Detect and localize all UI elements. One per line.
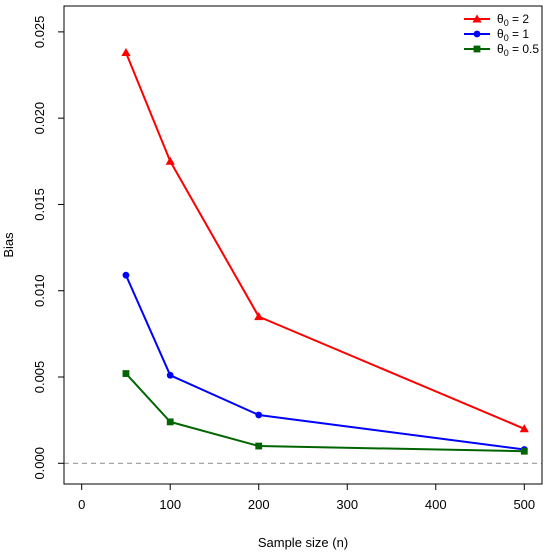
- data-point-s1-2: [165, 156, 175, 165]
- legend: θ0 = 2θ0 = 1θ0 = 0.5: [464, 12, 539, 58]
- data-point-s2-3: [255, 411, 263, 419]
- data-point-s3-3: [255, 442, 263, 450]
- x-tick-label: 500: [513, 497, 535, 512]
- series-line-2: [125, 274, 525, 451]
- data-point-s3-1: [122, 370, 130, 377]
- y-tick-label: 0.000: [32, 447, 47, 480]
- data-point-s1-3: [254, 312, 264, 321]
- legend-marker-3: [473, 45, 481, 53]
- x-axis-title: Sample size (n): [258, 535, 348, 550]
- y-tick-label: 0.020: [32, 102, 47, 135]
- x-tick-label: 200: [248, 497, 270, 512]
- legend-label-3: θ0 = 0.5: [497, 42, 539, 58]
- y-tick-label: 0.005: [32, 361, 47, 394]
- legend-label-2: θ0 = 1: [497, 27, 529, 43]
- x-tick-label: 300: [336, 497, 358, 512]
- data-point-s1-4: [519, 424, 529, 433]
- x-tick-label: 400: [425, 497, 447, 512]
- data-point-s2-2: [166, 371, 174, 379]
- x-tick-label: 0: [78, 497, 85, 512]
- y-tick-label: 0.015: [32, 188, 47, 221]
- y-tick-label: 0.010: [32, 274, 47, 307]
- legend-marker-1: [472, 14, 482, 23]
- legend-label-1: θ0 = 2: [497, 12, 529, 28]
- plot-frame: [63, 5, 543, 485]
- data-point-s1-1: [121, 47, 131, 57]
- data-point-s3-4: [520, 447, 528, 455]
- data-point-s3-2: [166, 418, 174, 426]
- axis-layer: 0 100 200 300 400 500 0.000 0.005 0.010 0.015 0.02…: [32, 5, 543, 512]
- x-tick-label: 100: [159, 497, 181, 512]
- series-line-3: [125, 372, 525, 453]
- plot-layer: [64, 47, 542, 464]
- y-tick-label: 0.025: [32, 16, 47, 49]
- series-line-1: [125, 52, 525, 430]
- y-axis-title: Bias: [1, 232, 16, 258]
- legend-marker-2: [473, 30, 481, 38]
- data-point-s2-1: [122, 271, 130, 279]
